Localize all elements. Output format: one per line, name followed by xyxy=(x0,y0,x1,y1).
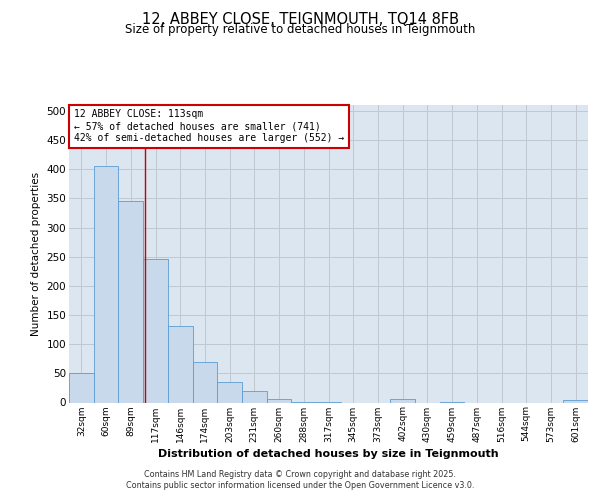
Text: Size of property relative to detached houses in Teignmouth: Size of property relative to detached ho… xyxy=(125,22,475,36)
Bar xyxy=(168,326,193,402)
Text: 12, ABBEY CLOSE, TEIGNMOUTH, TQ14 8FB: 12, ABBEY CLOSE, TEIGNMOUTH, TQ14 8FB xyxy=(142,12,458,28)
Bar xyxy=(118,200,143,402)
Bar xyxy=(563,400,588,402)
Y-axis label: Number of detached properties: Number of detached properties xyxy=(31,172,41,336)
Bar xyxy=(267,399,292,402)
Bar xyxy=(94,166,118,402)
Text: Contains public sector information licensed under the Open Government Licence v3: Contains public sector information licen… xyxy=(126,481,474,490)
Bar xyxy=(390,399,415,402)
X-axis label: Distribution of detached houses by size in Teignmouth: Distribution of detached houses by size … xyxy=(158,448,499,458)
Text: 12 ABBEY CLOSE: 113sqm
← 57% of detached houses are smaller (741)
42% of semi-de: 12 ABBEY CLOSE: 113sqm ← 57% of detached… xyxy=(74,110,344,142)
Bar xyxy=(69,373,94,402)
Bar xyxy=(143,259,168,402)
Text: Contains HM Land Registry data © Crown copyright and database right 2025.: Contains HM Land Registry data © Crown c… xyxy=(144,470,456,479)
Bar xyxy=(193,362,217,403)
Bar xyxy=(217,382,242,402)
Bar xyxy=(242,392,267,402)
